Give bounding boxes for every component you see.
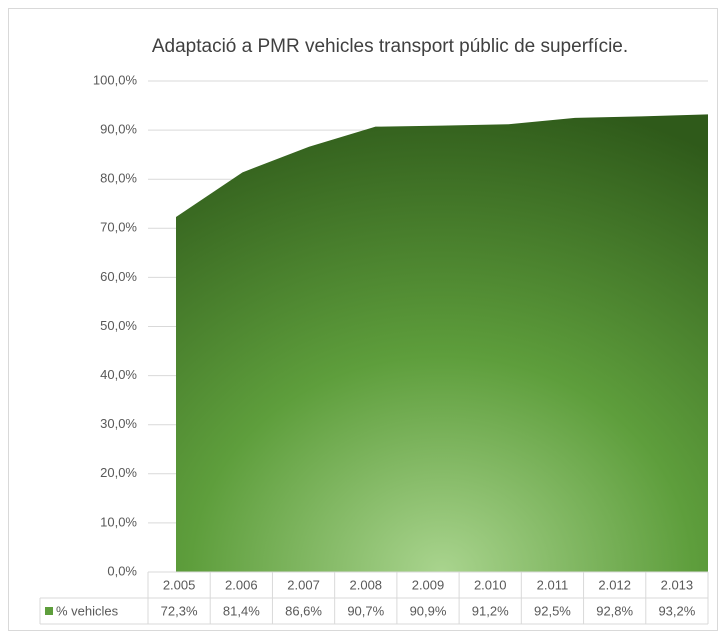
- y-tick-label: 0,0%: [107, 563, 137, 578]
- area: [176, 114, 708, 572]
- y-tick-label: 20,0%: [100, 465, 137, 480]
- data-label: 92,8%: [596, 603, 633, 618]
- legend-swatch: [45, 607, 53, 615]
- y-tick-label: 70,0%: [100, 220, 137, 235]
- data-label: 90,7%: [347, 603, 384, 618]
- x-tick-label: 2.009: [412, 577, 445, 592]
- x-tick-label: 2.012: [598, 577, 631, 592]
- y-tick-label: 30,0%: [100, 416, 137, 431]
- x-tick-label: 2.010: [474, 577, 507, 592]
- data-label: 91,2%: [472, 603, 509, 618]
- data-label: 92,5%: [534, 603, 571, 618]
- x-tick-label: 2.007: [287, 577, 320, 592]
- y-tick-label: 80,0%: [100, 171, 137, 186]
- x-tick-label: 2.011: [537, 577, 569, 592]
- data-label: 90,9%: [410, 603, 447, 618]
- legend-label: % vehicles: [56, 603, 119, 618]
- chart-title: Adaptació a PMR vehicles transport públi…: [152, 36, 628, 57]
- y-tick-label: 10,0%: [100, 514, 137, 529]
- data-label: 72,3%: [161, 603, 198, 618]
- x-tick-label: 2.013: [661, 577, 694, 592]
- x-tick-label: 2.008: [350, 577, 383, 592]
- y-tick-label: 90,0%: [100, 122, 137, 137]
- data-label: 93,2%: [658, 603, 695, 618]
- x-tick-label: 2.005: [163, 577, 196, 592]
- x-tick-label: 2.006: [225, 577, 258, 592]
- data-label: 86,6%: [285, 603, 322, 618]
- data-label: 81,4%: [223, 603, 260, 618]
- y-tick-label: 50,0%: [100, 318, 137, 333]
- y-tick-label: 100,0%: [93, 72, 138, 87]
- y-tick-label: 60,0%: [100, 269, 137, 284]
- y-tick-label: 40,0%: [100, 367, 137, 382]
